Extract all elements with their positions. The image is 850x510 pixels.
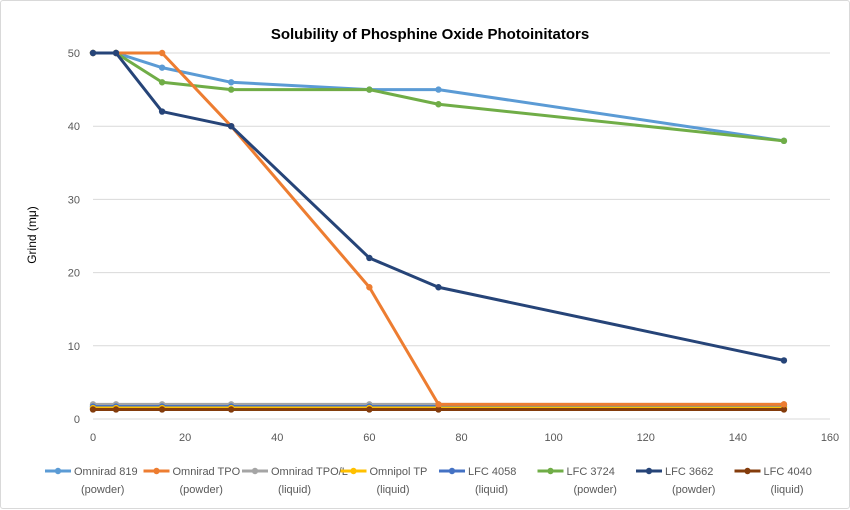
- legend: Omnirad 819(powder)Omnirad TPO(powder)Om…: [45, 466, 812, 496]
- y-tick-label: 30: [68, 194, 80, 206]
- data-point: [89, 49, 97, 57]
- data-point: [435, 86, 442, 93]
- legend-sublabel: (powder): [180, 484, 223, 496]
- y-tick-label: 40: [68, 121, 80, 133]
- legend-marker: [645, 467, 653, 475]
- x-tick-label: 60: [363, 432, 375, 444]
- data-point: [112, 49, 120, 57]
- legend-marker: [744, 467, 751, 475]
- data-point: [366, 406, 373, 413]
- legend-item-7: LFC 4040 (liquid): [734, 466, 812, 496]
- x-tick-label: 0: [90, 432, 96, 444]
- legend-label: LFC 4058: [468, 466, 516, 478]
- data-point: [158, 49, 166, 57]
- legend-sublabel: (liquid): [771, 484, 804, 496]
- legend-item-4: LFC 4058 (liquid): [439, 466, 516, 496]
- legend-marker: [153, 467, 160, 475]
- data-point: [435, 406, 442, 413]
- legend-item-6: LFC 3662 (powder): [636, 466, 715, 496]
- data-point: [158, 79, 166, 86]
- legend-sublabel: (powder): [574, 484, 617, 496]
- legend-label: Omnipol TP: [370, 466, 428, 478]
- data-point: [227, 79, 235, 86]
- series-line: [91, 51, 786, 362]
- legend-sublabel: (liquid): [475, 484, 508, 496]
- legend-item-2: Omnirad TPO/L (liquid): [242, 466, 348, 496]
- series-6: [89, 49, 788, 364]
- series-7: [89, 406, 788, 413]
- data-point: [158, 64, 166, 71]
- legend-sublabel: (liquid): [278, 484, 311, 496]
- data-point: [89, 406, 97, 413]
- legend-marker: [448, 467, 456, 475]
- y-tick-label: 20: [68, 268, 80, 280]
- series-layer: [89, 49, 788, 413]
- series-5: [89, 49, 788, 145]
- legend-marker: [547, 467, 554, 475]
- x-tick-label: 160: [821, 432, 839, 444]
- data-point: [227, 86, 235, 93]
- data-point: [780, 137, 788, 145]
- legend-item-1: Omnirad TPO (powder): [143, 466, 241, 496]
- data-point: [435, 401, 442, 408]
- x-tick-label: 100: [544, 432, 562, 444]
- legend-label: Omnirad TPO/L: [271, 466, 348, 478]
- data-point: [227, 406, 235, 413]
- legend-label: Omnirad 819: [74, 466, 138, 478]
- legend-label: LFC 4040: [764, 466, 812, 478]
- data-point: [112, 406, 120, 413]
- x-tick-label: 120: [637, 432, 655, 444]
- y-tick-label: 50: [68, 48, 80, 60]
- legend-sublabel: (liquid): [377, 484, 410, 496]
- data-point: [366, 254, 373, 262]
- legend-item-3: Omnipol TP (liquid): [340, 466, 428, 496]
- legend-marker: [350, 467, 357, 475]
- data-point: [366, 284, 373, 291]
- data-point: [780, 401, 788, 408]
- legend-marker: [54, 467, 62, 475]
- data-point: [780, 357, 788, 364]
- gridlines: [93, 52, 830, 420]
- y-axis-label: Grind (mμ): [25, 206, 39, 264]
- legend-item-0: Omnirad 819 (powder): [45, 466, 138, 496]
- x-tick-label: 80: [455, 432, 467, 444]
- data-point: [366, 86, 373, 93]
- x-tick-label: 40: [271, 432, 283, 444]
- legend-label: LFC 3662: [665, 466, 713, 478]
- x-tick-label: 20: [179, 432, 191, 444]
- data-point: [227, 123, 235, 130]
- data-point: [435, 284, 442, 291]
- chart-title: Solubility of Phosphine Oxide Photoinita…: [271, 26, 589, 43]
- legend-sublabel: (powder): [81, 484, 124, 496]
- data-point: [158, 108, 166, 115]
- legend-sublabel: (powder): [672, 484, 715, 496]
- data-point: [780, 406, 788, 413]
- y-tick-labels: 0 10 20 30 40 50: [68, 48, 80, 426]
- y-tick-label: 0: [74, 414, 80, 426]
- legend-label: Omnirad TPO: [173, 466, 241, 478]
- series-line: [91, 51, 786, 143]
- data-point: [435, 101, 442, 108]
- legend-label: LFC 3724: [567, 466, 615, 478]
- x-tick-label: 140: [729, 432, 747, 444]
- legend-marker: [251, 467, 259, 475]
- data-point: [158, 406, 166, 413]
- y-tick-label: 10: [68, 341, 80, 353]
- legend-item-5: LFC 3724 (powder): [537, 466, 617, 496]
- x-tick-labels: 0 20 40 60 80 100 120 140 160: [90, 432, 839, 444]
- series-line: [91, 51, 786, 143]
